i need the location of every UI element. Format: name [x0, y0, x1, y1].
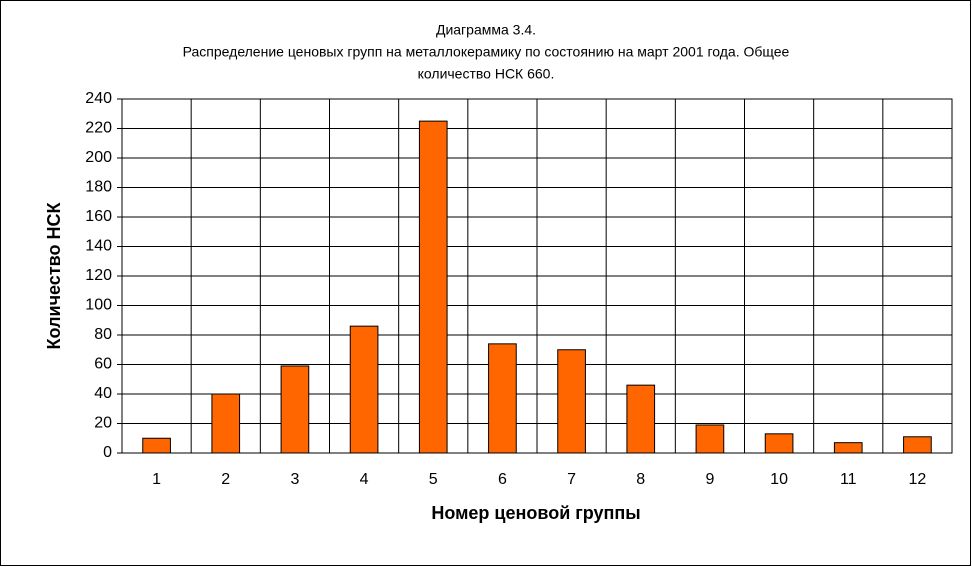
- bar: [280, 365, 310, 454]
- y-tick-label: 0: [103, 444, 112, 461]
- x-tick-label: 3: [290, 471, 299, 488]
- x-tick-label: 1: [152, 471, 161, 488]
- x-tick-label: 2: [221, 471, 230, 488]
- x-tick-label: 7: [567, 471, 576, 488]
- y-tick-label: 180: [85, 179, 112, 196]
- chart-title: Диаграмма 3.4.: [436, 22, 536, 38]
- x-tick-label: 9: [705, 471, 714, 488]
- x-axis-title: Номер ценовой группы: [431, 503, 640, 523]
- bar: [488, 343, 517, 454]
- bar: [626, 384, 656, 454]
- x-tick-label: 5: [429, 471, 438, 488]
- chart-title: количество НСК 660.: [418, 66, 555, 82]
- y-axis-title: Количество НСК: [44, 202, 64, 350]
- y-tick-label: 120: [85, 267, 112, 284]
- y-tick-label: 20: [94, 415, 112, 432]
- y-tick-label: 200: [85, 149, 112, 166]
- y-tick-label: 220: [85, 120, 112, 137]
- bar: [903, 436, 932, 454]
- bar: [142, 437, 171, 454]
- bar: [833, 442, 863, 454]
- chart-title: Распределение ценовых групп на металлоке…: [183, 44, 790, 60]
- x-tick-label: 11: [840, 471, 857, 488]
- y-tick-label: 100: [85, 297, 112, 314]
- y-tick-label: 40: [94, 385, 112, 402]
- x-tick-label: 10: [770, 471, 788, 488]
- bar: [557, 349, 586, 454]
- x-tick-label: 8: [636, 471, 645, 488]
- x-tick-label: 6: [498, 471, 507, 488]
- bar: [695, 424, 725, 454]
- plot-area-border: [121, 98, 953, 454]
- y-tick-label: 160: [85, 208, 112, 225]
- y-tick-label: 240: [85, 90, 112, 107]
- x-tick-label: 4: [360, 471, 369, 488]
- bar: [418, 120, 448, 454]
- y-tick-label: 80: [94, 326, 112, 343]
- bar: [349, 325, 379, 454]
- bar: [211, 393, 241, 454]
- y-tick-label: 60: [94, 356, 112, 373]
- y-tick-label: 140: [85, 238, 112, 255]
- x-tick-label: 12: [909, 471, 927, 488]
- bar: [764, 433, 794, 454]
